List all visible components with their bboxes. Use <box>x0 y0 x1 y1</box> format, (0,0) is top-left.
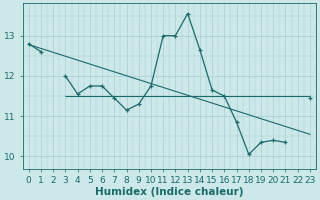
X-axis label: Humidex (Indice chaleur): Humidex (Indice chaleur) <box>95 187 244 197</box>
